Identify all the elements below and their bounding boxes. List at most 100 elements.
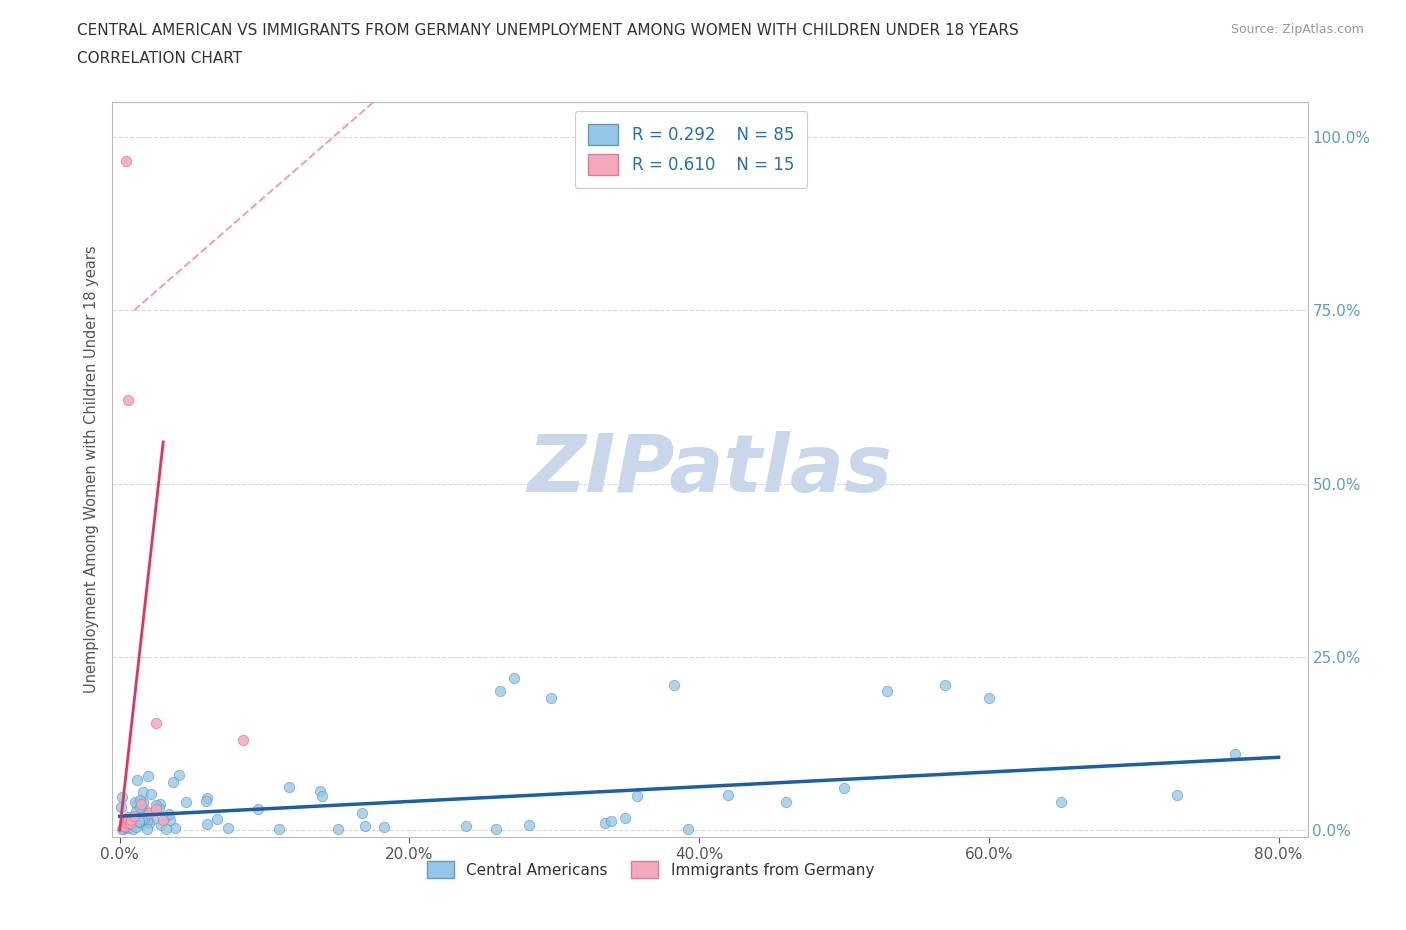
Point: [131, 795, 153, 810]
Point: [662, 677, 685, 692]
Point: [120, 817, 142, 831]
Point: [135, 814, 157, 829]
Point: [1050, 795, 1073, 810]
Point: [122, 809, 145, 824]
Point: [311, 789, 333, 804]
Point: [114, 819, 136, 834]
Point: [115, 813, 138, 828]
Point: [114, 815, 136, 830]
Point: [717, 788, 740, 803]
Point: [174, 795, 197, 810]
Point: [128, 792, 150, 807]
Point: [117, 810, 139, 825]
Point: [145, 798, 167, 813]
Text: ZIPatlas: ZIPatlas: [527, 431, 893, 509]
Point: [593, 816, 616, 830]
Text: CORRELATION CHART: CORRELATION CHART: [77, 51, 242, 66]
Point: [138, 816, 160, 830]
Point: [145, 802, 167, 817]
Point: [145, 715, 167, 730]
Point: [152, 812, 174, 827]
Point: [131, 804, 153, 819]
Point: [122, 822, 145, 837]
Point: [128, 800, 150, 815]
Point: [129, 802, 152, 817]
Point: [517, 818, 540, 833]
Point: [613, 811, 636, 826]
Point: [142, 811, 165, 826]
Point: [125, 796, 148, 811]
Point: [309, 784, 332, 799]
Point: [540, 691, 562, 706]
Point: [128, 813, 150, 828]
Point: [155, 810, 177, 825]
Point: [149, 797, 172, 812]
Point: [117, 820, 139, 835]
Legend: Central Americans, Immigrants from Germany: Central Americans, Immigrants from Germa…: [420, 855, 880, 884]
Point: [277, 779, 299, 794]
Point: [111, 822, 134, 837]
Point: [167, 767, 190, 782]
Point: [131, 817, 153, 831]
Point: [350, 806, 373, 821]
Point: [155, 821, 177, 836]
Point: [124, 795, 146, 810]
Point: [131, 812, 153, 827]
Point: [128, 815, 150, 830]
Point: [135, 822, 157, 837]
Point: [269, 822, 291, 837]
Point: [162, 774, 184, 789]
Point: [149, 818, 172, 833]
Point: [120, 817, 142, 832]
Point: [134, 807, 156, 822]
Point: [934, 677, 956, 692]
Point: [125, 804, 148, 818]
Point: [600, 814, 623, 829]
Point: [138, 805, 160, 820]
Point: [163, 821, 186, 836]
Point: [132, 785, 155, 800]
Point: [1223, 747, 1246, 762]
Point: [194, 793, 217, 808]
Point: [832, 781, 855, 796]
Point: [678, 821, 700, 836]
Point: [205, 812, 228, 827]
Y-axis label: Unemployment Among Women with Children Under 18 years: Unemployment Among Women with Children U…: [84, 246, 100, 694]
Point: [121, 812, 143, 827]
Point: [159, 812, 181, 827]
Point: [1166, 788, 1188, 803]
Point: [217, 820, 239, 835]
Point: [489, 684, 512, 698]
Text: Source: ZipAtlas.com: Source: ZipAtlas.com: [1230, 23, 1364, 36]
Point: [195, 817, 218, 831]
Point: [485, 822, 508, 837]
Point: [157, 806, 180, 821]
Point: [232, 733, 254, 748]
Point: [454, 818, 477, 833]
Point: [134, 803, 156, 817]
Point: [125, 820, 148, 835]
Point: [111, 822, 134, 837]
Point: [118, 816, 141, 830]
Point: [136, 769, 159, 784]
Point: [139, 787, 162, 802]
Point: [120, 812, 142, 827]
Point: [775, 795, 797, 810]
Point: [195, 790, 218, 805]
Point: [148, 801, 170, 816]
Point: [977, 691, 1000, 706]
Point: [246, 802, 269, 817]
Point: [117, 812, 139, 827]
Point: [503, 671, 526, 685]
Point: [111, 790, 134, 804]
Point: [127, 772, 149, 787]
Point: [876, 684, 898, 698]
Point: [373, 819, 395, 834]
Point: [117, 392, 139, 407]
Point: [115, 816, 138, 830]
Point: [328, 822, 350, 837]
Point: [110, 799, 132, 814]
Text: CENTRAL AMERICAN VS IMMIGRANTS FROM GERMANY UNEMPLOYMENT AMONG WOMEN WITH CHILDR: CENTRAL AMERICAN VS IMMIGRANTS FROM GERM…: [77, 23, 1019, 38]
Point: [114, 153, 136, 168]
Point: [134, 812, 156, 827]
